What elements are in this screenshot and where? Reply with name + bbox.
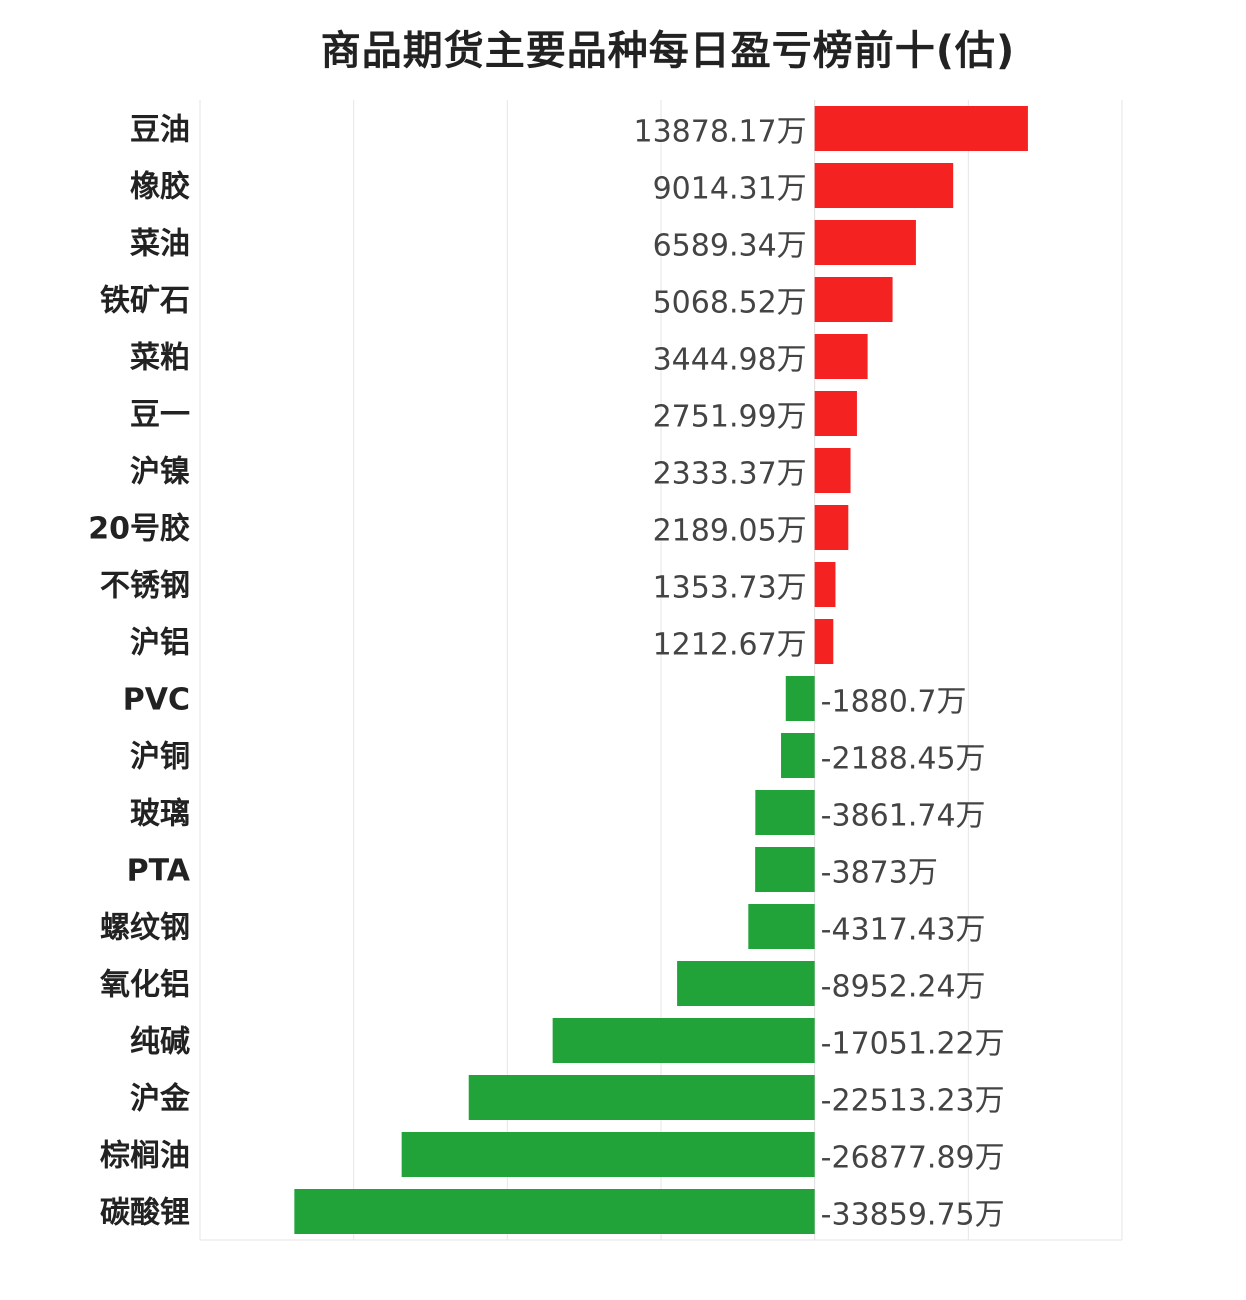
- category-label: PTA: [127, 854, 191, 889]
- bar: [814, 220, 916, 265]
- bar: [814, 448, 851, 493]
- category-label: 沪铝: [130, 626, 190, 661]
- data-label: -26877.89万: [821, 1141, 1005, 1176]
- bar: [814, 562, 836, 607]
- bar: [814, 391, 857, 436]
- category-label: 20号胶: [88, 512, 190, 547]
- category-label: 螺纹钢: [100, 911, 190, 946]
- bar: [748, 904, 815, 949]
- value-labels: 13878.17万 9014.31万 6589.34万 5068.52万 3444.98…: [634, 115, 1005, 1233]
- category-label: 沪镍: [130, 455, 190, 490]
- bar: [294, 1189, 815, 1234]
- bar: [781, 733, 815, 778]
- category-label: 纯碱: [130, 1025, 190, 1060]
- bar: [814, 334, 868, 379]
- data-label: -17051.22万: [821, 1027, 1005, 1062]
- category-label: 氧化铝: [100, 968, 190, 1003]
- category-label: 菜粕: [130, 341, 190, 376]
- category-label: 沪金: [130, 1082, 191, 1117]
- bar: [468, 1075, 815, 1120]
- category-label: 玻璃: [130, 797, 190, 832]
- category-label: 菜油: [130, 227, 190, 262]
- bar: [785, 676, 815, 721]
- bar: [401, 1132, 815, 1177]
- bar: [552, 1018, 815, 1063]
- data-label: 6589.34万: [653, 229, 807, 264]
- bar: [814, 277, 893, 322]
- data-label: 2189.05万: [653, 514, 807, 549]
- category-label: 沪铜: [130, 740, 190, 775]
- data-label: -3873万: [821, 856, 938, 891]
- category-label: PVC: [123, 683, 190, 718]
- data-label: -8952.24万: [821, 970, 986, 1005]
- category-label: 棕榈油: [100, 1139, 190, 1174]
- data-label: 2751.99万: [653, 400, 807, 435]
- bar: [814, 505, 849, 550]
- data-label: 3444.98万: [653, 343, 807, 378]
- data-label: -33859.75万: [821, 1198, 1005, 1233]
- data-label: -3861.74万: [821, 799, 986, 834]
- data-label: -2188.45万: [821, 742, 986, 777]
- data-label: 13878.17万: [634, 115, 807, 150]
- data-label: 9014.31万: [653, 172, 807, 207]
- bar: [814, 163, 954, 208]
- category-label: 豆一: [130, 398, 190, 433]
- data-label: -1880.7万: [821, 685, 967, 720]
- data-label: 1353.73万: [653, 571, 807, 606]
- bars: [294, 106, 1028, 1234]
- bar: [755, 847, 815, 892]
- category-label: 豆油: [130, 113, 190, 148]
- category-label: 橡胶: [130, 170, 190, 205]
- bar: [814, 106, 1028, 151]
- data-label: -22513.23万: [821, 1084, 1005, 1119]
- data-label: 1212.67万: [653, 628, 807, 663]
- bar: [677, 961, 815, 1006]
- data-label: 2333.37万: [653, 457, 807, 492]
- data-label: -4317.43万: [821, 913, 986, 948]
- bar: [755, 790, 815, 835]
- category-label: 不锈钢: [100, 569, 190, 604]
- data-label: 5068.52万: [653, 286, 807, 321]
- bar: [814, 619, 834, 664]
- category-label: 碳酸锂: [100, 1196, 190, 1231]
- category-label: 铁矿石: [100, 284, 190, 319]
- chart-title: 商品期货主要品种每日盈亏榜前十(估): [320, 28, 1016, 74]
